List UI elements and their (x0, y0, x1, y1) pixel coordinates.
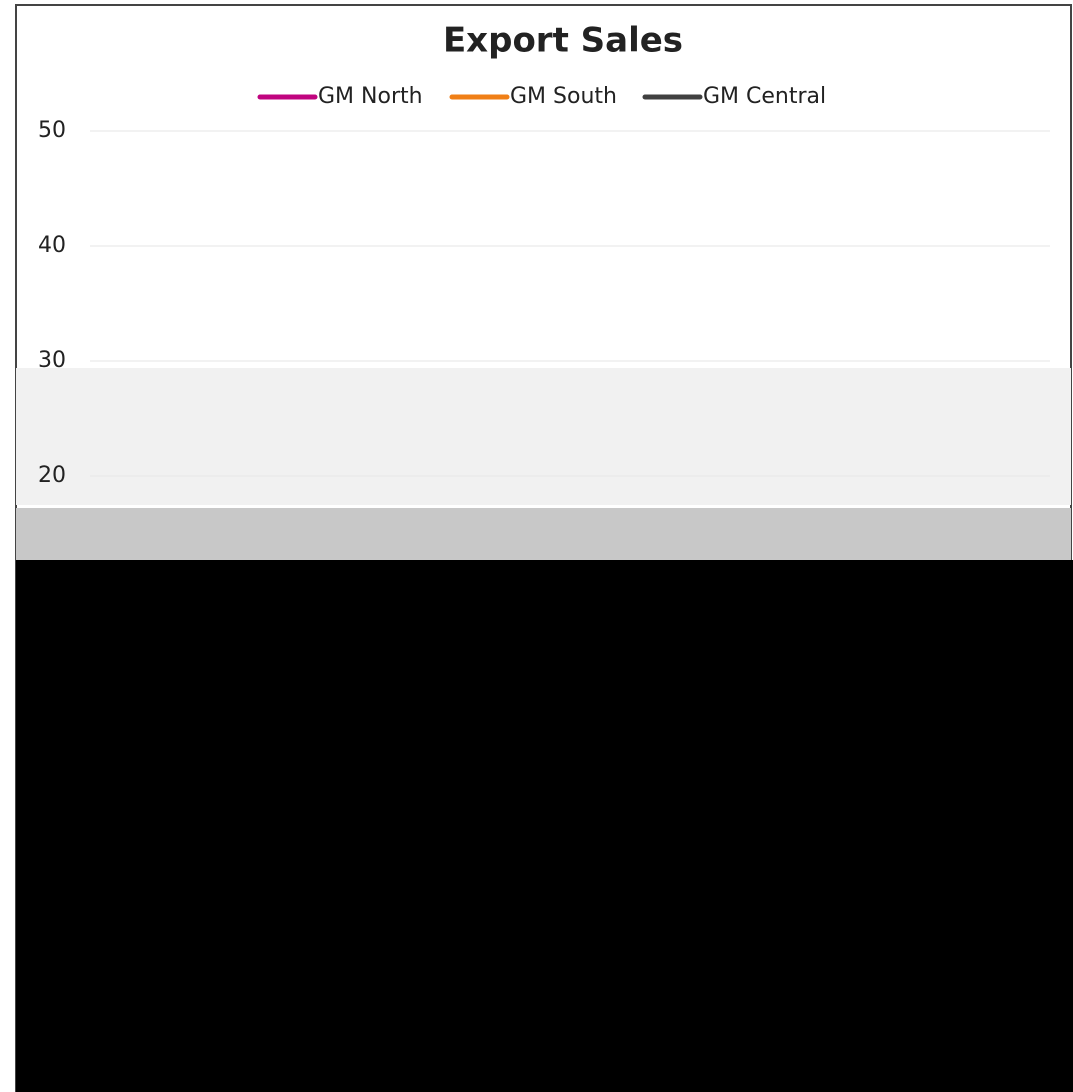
glitch-band (16, 368, 1071, 505)
y-tick-label: 30 (38, 348, 66, 373)
glitch-block (16, 560, 1073, 1092)
legend-label: GM Central (703, 84, 826, 109)
y-tick-label: 50 (38, 118, 66, 143)
y-tick-label: 40 (38, 233, 66, 258)
chart-title: Export Sales (443, 21, 683, 61)
legend-label: GM North (318, 84, 423, 109)
y-tick-label: 20 (38, 463, 66, 488)
glitch-band (16, 508, 1071, 560)
legend-label: GM South (510, 84, 617, 109)
